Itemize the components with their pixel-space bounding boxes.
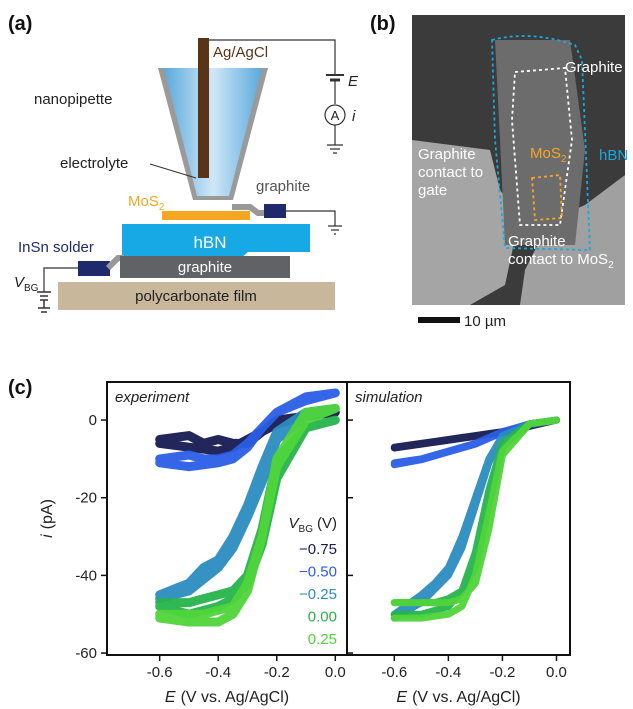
text: 2 [608,260,614,271]
legend-entry: −0.25 [299,586,337,603]
x-tick-label: -0.6 [381,664,407,681]
x-tick-label: -0.2 [489,664,515,681]
x-tick-label: -0.4 [205,664,231,681]
text: BG [24,283,39,294]
text: i [39,534,56,538]
hbn-label: hBN [599,147,628,164]
electrode-label: Ag/AgCl [213,44,268,61]
panel-b: (b) Graphite gate hBN MoS2 Graphite cont… [370,13,633,330]
legend-entry: −0.50 [299,564,337,581]
y-tick-label: -20 [75,490,97,507]
text: Graphite contact to gate [418,146,504,200]
solder-label: InSn solder [18,239,94,256]
hbn-label: hBN [193,233,226,252]
y-tick-label: 0 [89,412,97,429]
text: (V vs. Ag/AgCl) [181,689,289,706]
legend-entry: 0.00 [308,609,337,626]
solder [264,204,286,218]
gate-voltage-label: VBG [14,274,39,294]
annotation: simulation [355,389,423,406]
graphite-label: graphite [178,259,232,276]
x-tick-label: 0.0 [546,664,567,681]
electrolyte-label: electrolyte [60,155,128,172]
mos2-flake [162,211,250,220]
text: (pA) [39,499,56,529]
text: E [165,689,176,706]
ground [327,145,343,153]
text: MoS [530,145,561,162]
wire [198,38,209,178]
legend-title: VBG(V) [289,515,337,535]
mos2-contact-label: Graphite contact to MoS2 [508,233,618,297]
y-tick-label: -40 [75,567,97,584]
gate-label: Graphite gate [565,59,633,76]
x-tick-label: -0.4 [435,664,461,681]
annotation: experiment [115,389,190,406]
pipette-label: nanopipette [34,91,112,108]
x-axis-label: E (V vs. Ag/AgCl) [396,689,520,706]
x-axis-label: E (V vs. Ag/AgCl) [165,689,289,706]
text: Graphite contact to MoS2 [508,233,618,275]
figure: (a) A E i Ag/AgCl nanopipette electrolyt… [0,0,633,709]
graphite-label: graphite [256,178,310,195]
potential-label: E [348,73,359,90]
panel-label: (b) [370,13,396,35]
mos2-label: MoS2 [128,193,165,213]
solder [78,261,110,276]
text: (V) [317,515,337,532]
text: 2 [561,154,567,165]
scale-bar-label: 10 µm [464,313,506,330]
legend-entry: 0.25 [308,631,337,648]
circuit [286,211,335,226]
y-axis-label: i (pA) [39,499,56,538]
legend-entry: −0.75 [299,541,337,558]
panel-label: (c) [8,377,32,399]
x-tick-label: -0.6 [147,664,173,681]
text: BG [299,524,314,535]
ground [37,292,51,312]
gate-contact-label: Graphite contact to gate [418,146,504,210]
x-tick-label: -0.2 [264,664,290,681]
substrate-label: polycarbonate film [135,288,257,305]
scale-bar [418,317,460,323]
panel-a: (a) A E i Ag/AgCl nanopipette electrolyt… [8,13,359,312]
x-tick-label: 0.0 [325,664,346,681]
ammeter-label: A [331,108,340,123]
current-label: i [352,108,356,125]
data-line [394,420,556,618]
y-tick-label: -60 [75,645,97,662]
text: (V vs. Ag/AgCl) [412,689,520,706]
panel-label: (a) [8,13,32,35]
text: Graphite gate [565,59,633,76]
text: Graphite contact to MoS [508,233,608,268]
text: MoS [128,193,159,210]
text: E [396,689,407,706]
ground [328,226,342,234]
